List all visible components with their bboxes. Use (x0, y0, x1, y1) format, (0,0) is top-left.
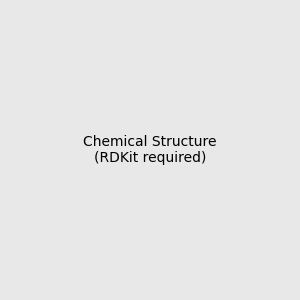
Text: Chemical Structure
(RDKit required): Chemical Structure (RDKit required) (83, 135, 217, 165)
